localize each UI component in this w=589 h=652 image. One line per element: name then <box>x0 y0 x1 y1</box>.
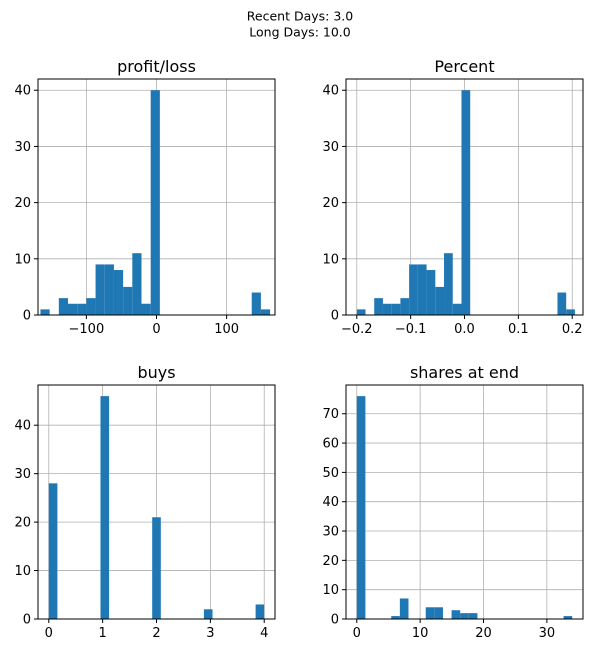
histogram-bar <box>141 303 151 315</box>
histogram-bar <box>461 90 471 315</box>
histogram-bar <box>400 298 410 315</box>
y-tick-label: 60 <box>322 437 339 452</box>
histogram-bar <box>104 264 114 315</box>
histogram-bar <box>152 517 161 619</box>
histogram-bar <box>203 609 213 619</box>
x-tick-label: 0.2 <box>562 322 583 337</box>
histogram-bar <box>40 309 50 315</box>
histogram-bar <box>468 613 478 619</box>
histogram-bar <box>251 292 261 315</box>
histogram-bar <box>100 396 110 619</box>
histogram-bar <box>566 309 575 315</box>
histogram-bar <box>391 303 401 315</box>
y-tick-label: 40 <box>322 84 339 99</box>
y-tick-label: 40 <box>322 495 339 510</box>
subplot-title: shares at end <box>410 363 519 382</box>
histogram-bar <box>123 286 133 315</box>
histogram-bar <box>426 270 436 315</box>
x-tick-label: 2 <box>152 626 160 641</box>
subplot-title: buys <box>137 363 175 382</box>
x-tick-label: −0.1 <box>395 322 427 337</box>
y-tick-label: 40 <box>14 84 31 99</box>
histogram-bar <box>425 607 435 619</box>
y-tick-label: 10 <box>14 564 31 579</box>
x-tick-label: −100 <box>69 322 105 337</box>
x-tick-label: 20 <box>475 626 492 641</box>
histogram-bar <box>417 264 427 315</box>
y-tick-label: 30 <box>322 525 339 540</box>
histogram-bar <box>356 309 366 315</box>
subplot-title: profit/loss <box>117 57 196 76</box>
histogram-bar <box>132 253 142 315</box>
histogram-bar <box>434 607 443 619</box>
y-tick-label: 30 <box>322 140 339 155</box>
histogram-bar <box>58 298 69 315</box>
suptitle-line-1: Recent Days: 3.0 <box>247 9 353 24</box>
y-tick-label: 30 <box>14 467 31 482</box>
y-tick-label: 30 <box>14 140 31 155</box>
subplot-title: Percent <box>434 57 494 76</box>
histogram-bar <box>563 616 573 619</box>
histogram-bar <box>557 292 567 315</box>
y-tick-label: 0 <box>331 613 339 628</box>
subplot-1: −100 0 100 0 10 20 30 40 profit/loss <box>14 57 276 337</box>
x-tick-label: 0.1 <box>508 322 529 337</box>
x-tick-label: −0.2 <box>341 322 373 337</box>
histogram-bar <box>409 264 418 315</box>
y-tick-label: 10 <box>14 252 31 267</box>
y-tick-label: 20 <box>322 196 339 211</box>
x-tick-label: 30 <box>539 626 556 641</box>
y-tick-label: 0 <box>331 309 339 324</box>
histogram-bar <box>382 303 392 315</box>
histogram-bar <box>399 598 409 619</box>
histogram-bar <box>451 610 461 619</box>
x-tick-label: 4 <box>260 626 268 641</box>
subplot-2: −0.2 −0.1 0.0 0.1 0.2 0 10 20 30 40 Percent <box>322 57 584 337</box>
histogram-bar <box>444 253 453 315</box>
histogram-bar <box>391 616 400 619</box>
histogram-bar <box>68 303 78 315</box>
histogram-bar <box>48 483 58 619</box>
histogram-bar <box>86 298 96 315</box>
y-tick-label: 10 <box>322 252 339 267</box>
histogram-bar <box>452 303 462 315</box>
x-tick-label: 0 <box>45 626 53 641</box>
y-tick-label: 0 <box>23 309 31 324</box>
histogram-bar <box>435 286 445 315</box>
histogram-bar <box>374 298 383 315</box>
y-tick-label: 20 <box>14 516 31 531</box>
y-tick-label: 20 <box>14 196 31 211</box>
x-tick-label: 10 <box>412 626 429 641</box>
histogram-bar <box>356 396 366 619</box>
y-tick-label: 70 <box>322 407 339 422</box>
y-tick-label: 50 <box>322 466 339 481</box>
x-tick-label: 1 <box>98 626 106 641</box>
y-tick-label: 40 <box>14 419 31 434</box>
histogram-bar <box>260 309 271 315</box>
y-tick-label: 0 <box>23 613 31 628</box>
histogram-bar <box>113 270 124 315</box>
y-tick-label: 10 <box>322 583 339 598</box>
histogram-bar <box>95 264 105 315</box>
histogram-bar <box>255 604 265 619</box>
x-tick-label: 0 <box>152 322 160 337</box>
x-tick-label: 0 <box>353 626 361 641</box>
histogram-bar <box>77 303 87 315</box>
suptitle-line-2: Long Days: 10.0 <box>249 25 350 40</box>
x-tick-label: 3 <box>206 626 214 641</box>
histogram-bar <box>460 613 469 619</box>
y-tick-label: 20 <box>322 554 339 569</box>
histogram-bar <box>150 90 160 315</box>
x-tick-label: 100 <box>214 322 239 337</box>
x-tick-label: 0.0 <box>454 322 475 337</box>
subplot-4: 0 10 20 30 0 10 20 30 40 50 60 70 shares at end <box>322 363 584 641</box>
